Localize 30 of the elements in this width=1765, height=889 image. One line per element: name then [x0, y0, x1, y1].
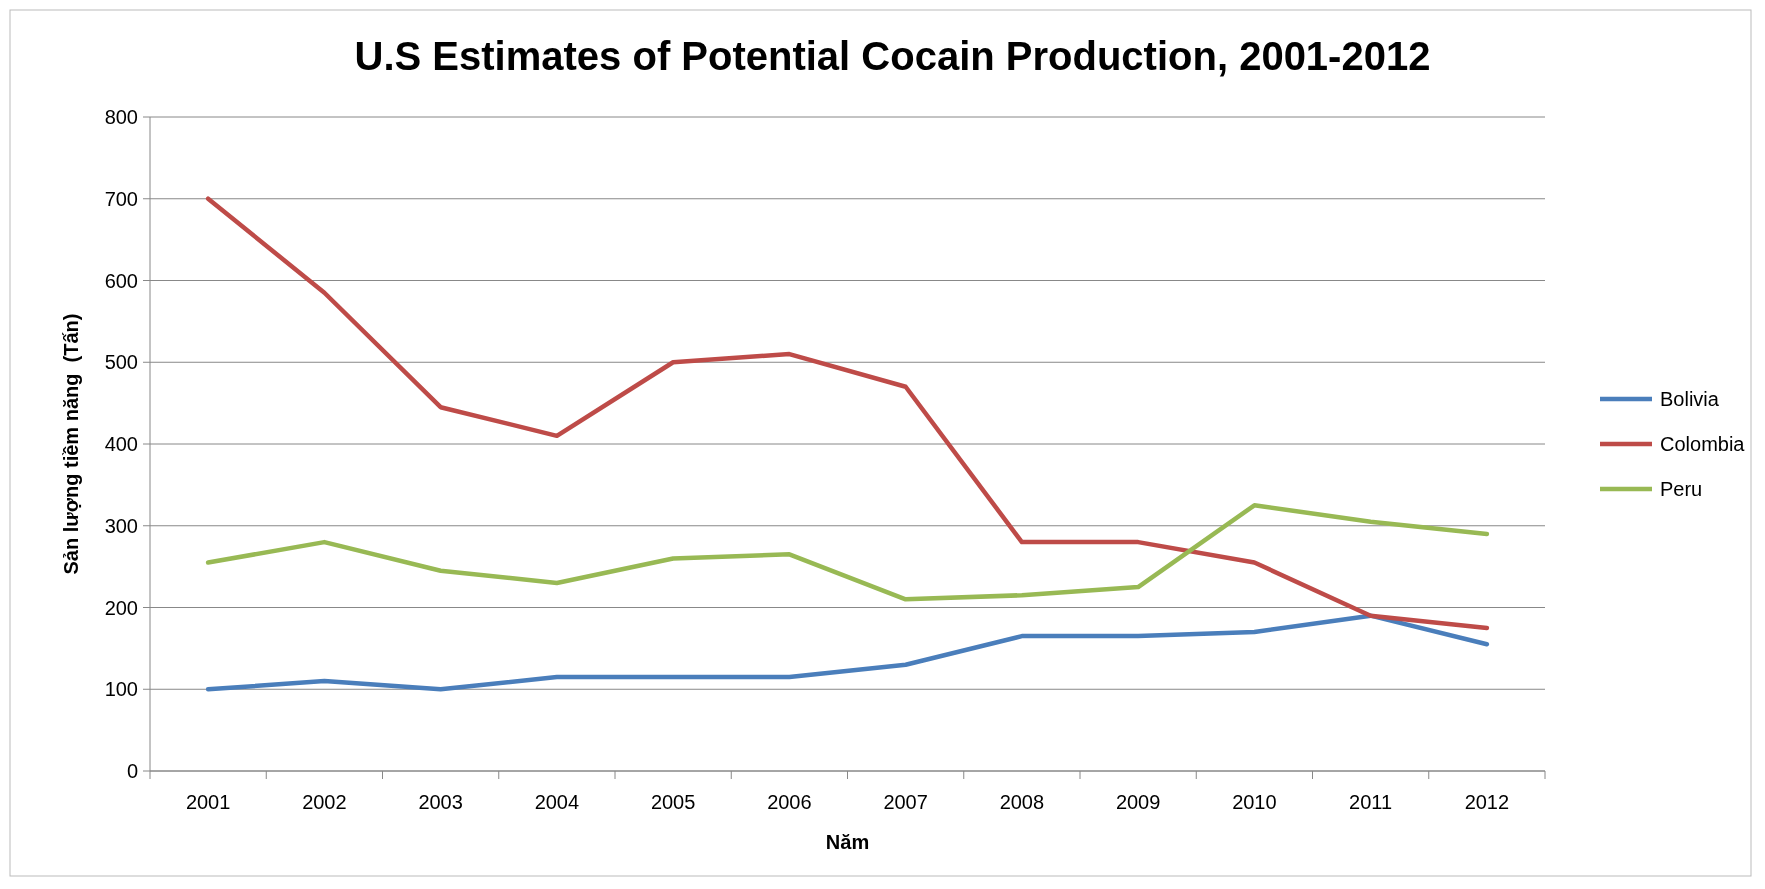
y-tick-label: 300	[104, 514, 138, 537]
line-series	[205, 503, 1490, 602]
x-tick-label: 2009	[1115, 791, 1161, 813]
x-tick-label: 2001	[185, 791, 231, 813]
legend-label: Peru	[1660, 478, 1703, 500]
legend-label: Colombia	[1660, 433, 1746, 455]
x-tick-label: 2007	[883, 791, 928, 813]
y-tick-label: 100	[104, 678, 138, 701]
line-series	[205, 613, 1490, 692]
y-tick-label: 700	[104, 187, 138, 210]
y-tick-label: 500	[104, 351, 138, 374]
y-tick-label: 800	[104, 106, 138, 128]
x-tick-label: 2003	[418, 791, 463, 813]
y-tick-label: 600	[104, 269, 138, 292]
chart-title: U.S Estimates of Potential Cocain Production, 2001-2012	[354, 34, 1431, 78]
legend-label: Bolivia	[1660, 388, 1720, 410]
x-tick-label: 2004	[534, 791, 580, 813]
x-axis-title: Năm	[825, 831, 870, 853]
x-tick-label: 2011	[1349, 791, 1393, 813]
x-tick-label: 2008	[999, 791, 1045, 813]
x-tick-label: 2006	[767, 791, 812, 813]
x-tick-label: 2012	[1464, 791, 1510, 813]
y-tick-label: 200	[104, 596, 138, 619]
y-axis-title: Sản lượng tiềm năng (Tấn)	[60, 313, 82, 575]
y-tick-label: 400	[104, 433, 138, 455]
x-tick-label: 2010	[1232, 791, 1277, 813]
line-series	[205, 196, 1490, 631]
y-tick-label: 0	[126, 760, 138, 782]
x-tick-label: 2005	[650, 791, 696, 813]
x-tick-label: 2002	[302, 791, 347, 813]
